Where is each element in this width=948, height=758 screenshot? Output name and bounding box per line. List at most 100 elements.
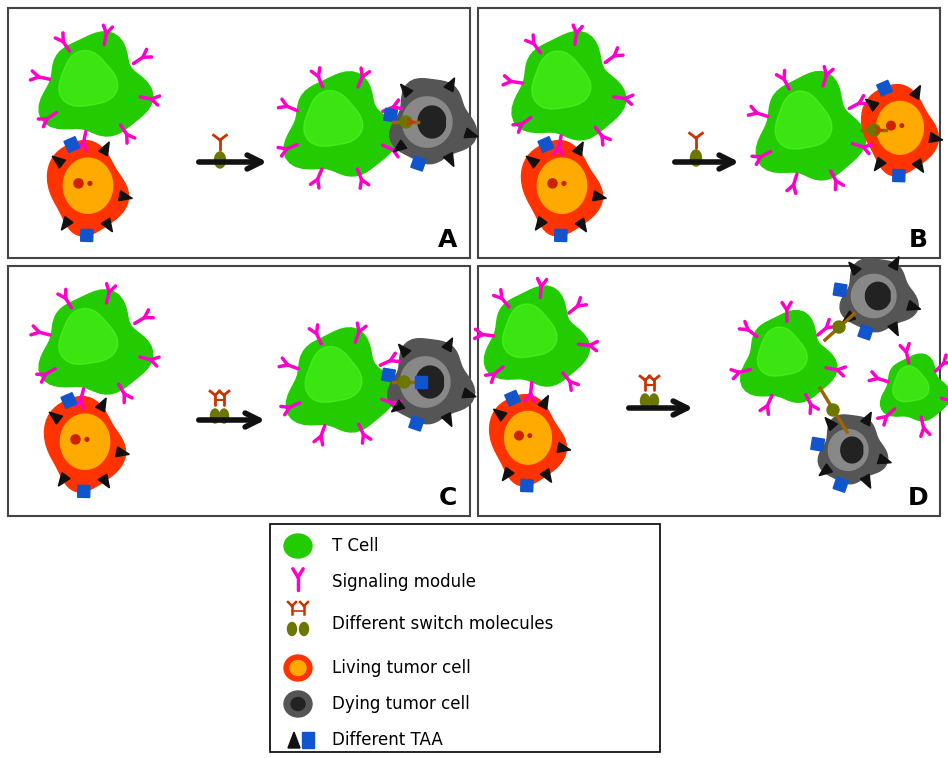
Polygon shape — [538, 136, 554, 152]
Ellipse shape — [900, 124, 903, 127]
Polygon shape — [59, 473, 70, 486]
Polygon shape — [825, 418, 837, 431]
Polygon shape — [538, 396, 549, 409]
Polygon shape — [59, 51, 118, 106]
Polygon shape — [811, 437, 825, 451]
Polygon shape — [841, 437, 863, 463]
Polygon shape — [775, 91, 831, 149]
Polygon shape — [388, 339, 475, 424]
Polygon shape — [62, 217, 73, 230]
Ellipse shape — [88, 182, 92, 185]
Polygon shape — [49, 412, 63, 424]
Circle shape — [515, 431, 523, 440]
Polygon shape — [39, 290, 153, 394]
Ellipse shape — [214, 152, 226, 168]
Polygon shape — [59, 309, 118, 365]
Polygon shape — [116, 447, 129, 456]
Polygon shape — [400, 84, 412, 97]
Circle shape — [827, 404, 839, 416]
Polygon shape — [757, 72, 866, 180]
Polygon shape — [418, 106, 446, 138]
Polygon shape — [398, 344, 410, 357]
Circle shape — [833, 321, 845, 333]
Polygon shape — [858, 324, 873, 340]
Polygon shape — [463, 388, 476, 398]
Polygon shape — [61, 414, 110, 469]
Polygon shape — [52, 156, 65, 168]
Ellipse shape — [284, 691, 312, 717]
Polygon shape — [818, 415, 887, 484]
Polygon shape — [819, 464, 832, 476]
Polygon shape — [393, 140, 407, 152]
Polygon shape — [520, 479, 533, 492]
Text: Living tumor cell: Living tumor cell — [332, 659, 471, 677]
Polygon shape — [861, 475, 870, 488]
Polygon shape — [410, 156, 426, 171]
Polygon shape — [64, 136, 80, 152]
Polygon shape — [851, 274, 896, 318]
Ellipse shape — [528, 434, 532, 437]
Polygon shape — [907, 301, 921, 310]
Polygon shape — [390, 79, 477, 164]
Polygon shape — [866, 282, 890, 310]
Polygon shape — [866, 99, 879, 111]
Polygon shape — [118, 191, 133, 201]
Polygon shape — [893, 169, 905, 182]
Polygon shape — [442, 338, 452, 352]
Polygon shape — [912, 158, 923, 172]
Polygon shape — [494, 409, 507, 421]
Polygon shape — [512, 32, 626, 140]
Polygon shape — [415, 376, 427, 388]
Polygon shape — [402, 97, 452, 147]
Polygon shape — [840, 259, 919, 332]
Ellipse shape — [284, 655, 312, 681]
Polygon shape — [444, 78, 455, 92]
Polygon shape — [284, 72, 398, 176]
Polygon shape — [99, 142, 109, 156]
Polygon shape — [504, 390, 520, 406]
Polygon shape — [877, 102, 923, 154]
Polygon shape — [39, 32, 153, 136]
Ellipse shape — [300, 622, 308, 635]
Polygon shape — [888, 256, 899, 271]
Polygon shape — [878, 454, 891, 464]
Polygon shape — [833, 283, 847, 297]
Polygon shape — [392, 400, 405, 412]
Polygon shape — [910, 86, 921, 99]
Ellipse shape — [649, 394, 659, 408]
Polygon shape — [288, 732, 300, 748]
Ellipse shape — [291, 697, 305, 710]
Polygon shape — [64, 158, 113, 213]
Text: Dying tumor cell: Dying tumor cell — [332, 695, 470, 713]
Polygon shape — [502, 304, 557, 358]
Polygon shape — [829, 430, 868, 471]
Text: Different TAA: Different TAA — [332, 731, 443, 749]
Text: Signaling module: Signaling module — [332, 573, 476, 591]
Polygon shape — [848, 262, 861, 275]
Polygon shape — [555, 229, 567, 242]
Circle shape — [71, 435, 80, 444]
Polygon shape — [99, 475, 109, 488]
Polygon shape — [384, 108, 397, 122]
Bar — [8, 266, 470, 516]
Ellipse shape — [641, 394, 649, 408]
Polygon shape — [874, 158, 886, 171]
Polygon shape — [592, 191, 607, 201]
Polygon shape — [305, 346, 362, 402]
Polygon shape — [861, 412, 871, 426]
Polygon shape — [81, 229, 93, 242]
Ellipse shape — [210, 409, 220, 423]
Polygon shape — [96, 398, 106, 412]
Text: B: B — [908, 228, 927, 252]
Ellipse shape — [562, 182, 566, 185]
Circle shape — [74, 179, 83, 188]
Polygon shape — [484, 286, 590, 386]
Bar — [302, 732, 314, 748]
Polygon shape — [532, 51, 591, 109]
Polygon shape — [557, 443, 571, 453]
Polygon shape — [45, 396, 125, 492]
Polygon shape — [504, 412, 552, 464]
Ellipse shape — [284, 534, 312, 558]
Circle shape — [548, 179, 557, 188]
Text: T Cell: T Cell — [332, 537, 378, 555]
